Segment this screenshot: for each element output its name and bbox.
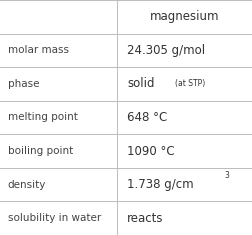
Text: (at STP): (at STP) bbox=[175, 79, 205, 88]
Text: 1.738 g/cm: 1.738 g/cm bbox=[127, 178, 194, 191]
Text: 3: 3 bbox=[224, 171, 229, 180]
Text: density: density bbox=[8, 180, 46, 190]
Text: 1090 °C: 1090 °C bbox=[127, 145, 175, 158]
Text: 24.305 g/mol: 24.305 g/mol bbox=[127, 44, 205, 57]
Text: magnesium: magnesium bbox=[150, 10, 219, 23]
Text: 648 °C: 648 °C bbox=[127, 111, 168, 124]
Text: solubility in water: solubility in water bbox=[8, 213, 101, 223]
Text: melting point: melting point bbox=[8, 113, 77, 122]
Text: reacts: reacts bbox=[127, 212, 164, 225]
Text: boiling point: boiling point bbox=[8, 146, 73, 156]
Text: solid: solid bbox=[127, 77, 155, 90]
Text: molar mass: molar mass bbox=[8, 45, 69, 55]
Text: phase: phase bbox=[8, 79, 39, 89]
